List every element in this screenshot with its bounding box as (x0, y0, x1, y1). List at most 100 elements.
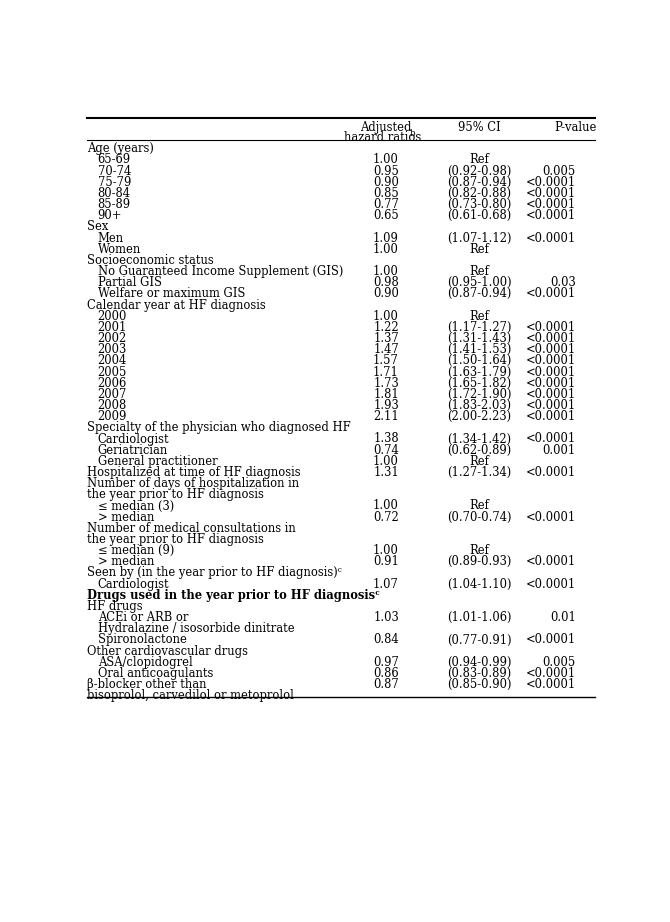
Text: 1.03: 1.03 (373, 611, 399, 624)
Text: ASA/clopidogrel: ASA/clopidogrel (98, 656, 192, 668)
Text: 0.85: 0.85 (373, 187, 399, 200)
Text: the year prior to HF diagnosis: the year prior to HF diagnosis (87, 533, 264, 546)
Text: 0.001: 0.001 (543, 443, 576, 456)
Text: Ref: Ref (469, 265, 489, 278)
Text: β-blocker other than: β-blocker other than (87, 678, 206, 692)
Text: 1.09: 1.09 (373, 231, 399, 244)
Text: (0.77-0.91): (0.77-0.91) (447, 633, 511, 646)
Text: (1.50-1.64): (1.50-1.64) (447, 354, 511, 367)
Text: 1.71: 1.71 (373, 365, 399, 379)
Text: 2007: 2007 (98, 388, 127, 401)
Text: Sex: Sex (87, 220, 109, 233)
Text: <0.0001: <0.0001 (526, 410, 576, 423)
Text: 75-79: 75-79 (98, 176, 131, 189)
Text: <0.0001: <0.0001 (526, 555, 576, 568)
Text: 1.00: 1.00 (373, 265, 399, 278)
Text: Seen by (in the year prior to HF diagnosis)ᶜ: Seen by (in the year prior to HF diagnos… (87, 566, 342, 580)
Text: <0.0001: <0.0001 (526, 321, 576, 334)
Text: <0.0001: <0.0001 (526, 332, 576, 345)
Text: 1.00: 1.00 (373, 242, 399, 255)
Text: Cardiologist: Cardiologist (98, 578, 170, 591)
Text: <0.0001: <0.0001 (526, 187, 576, 200)
Text: hazard ratios: hazard ratios (344, 131, 421, 144)
Text: Ref: Ref (469, 500, 489, 513)
Text: 1.00: 1.00 (373, 153, 399, 166)
Text: 1.00: 1.00 (373, 500, 399, 513)
Text: (1.01-1.06): (1.01-1.06) (447, 611, 511, 624)
Text: 2008: 2008 (98, 399, 127, 412)
Text: (0.70-0.74): (0.70-0.74) (447, 511, 511, 524)
Text: 0.87: 0.87 (373, 678, 399, 692)
Text: b: b (409, 129, 415, 138)
Text: <0.0001: <0.0001 (526, 343, 576, 356)
Text: 2004: 2004 (98, 354, 127, 367)
Text: (0.87-0.94): (0.87-0.94) (447, 288, 511, 301)
Text: (0.95-1.00): (0.95-1.00) (447, 277, 511, 290)
Text: <0.0001: <0.0001 (526, 466, 576, 479)
Text: 0.72: 0.72 (373, 511, 399, 524)
Text: 85-89: 85-89 (98, 198, 131, 211)
Text: 0.91: 0.91 (373, 555, 399, 568)
Text: Geriatrician: Geriatrician (98, 443, 168, 456)
Text: 70-74: 70-74 (98, 164, 131, 178)
Text: 0.84: 0.84 (373, 633, 399, 646)
Text: Spironolactone: Spironolactone (98, 633, 186, 646)
Text: (0.92-0.98): (0.92-0.98) (447, 164, 511, 178)
Text: Ref: Ref (469, 242, 489, 255)
Text: (0.62-0.89): (0.62-0.89) (447, 443, 511, 456)
Text: <0.0001: <0.0001 (526, 231, 576, 244)
Text: (1.31-1.43): (1.31-1.43) (447, 332, 511, 345)
Text: (1.65-1.82): (1.65-1.82) (447, 377, 511, 390)
Text: 1.37: 1.37 (373, 332, 399, 345)
Text: No Guaranteed Income Supplement (GIS): No Guaranteed Income Supplement (GIS) (98, 265, 343, 278)
Text: 0.74: 0.74 (373, 443, 399, 456)
Text: 0.005: 0.005 (543, 656, 576, 668)
Text: <0.0001: <0.0001 (526, 633, 576, 646)
Text: <0.0001: <0.0001 (526, 388, 576, 401)
Text: 0.65: 0.65 (373, 209, 399, 222)
Text: (0.85-0.90): (0.85-0.90) (447, 678, 511, 692)
Text: 2005: 2005 (98, 365, 127, 379)
Text: ACEi or ARB or: ACEi or ARB or (98, 611, 188, 624)
Text: <0.0001: <0.0001 (526, 578, 576, 591)
Text: <0.0001: <0.0001 (526, 354, 576, 367)
Text: <0.0001: <0.0001 (526, 365, 576, 379)
Text: 0.005: 0.005 (543, 164, 576, 178)
Text: P-value: P-value (555, 122, 597, 135)
Text: 1.57: 1.57 (373, 354, 399, 367)
Text: 1.93: 1.93 (373, 399, 399, 412)
Text: 0.98: 0.98 (373, 277, 399, 290)
Text: 2000: 2000 (98, 310, 127, 323)
Text: (0.83-0.89): (0.83-0.89) (447, 667, 511, 680)
Text: Welfare or maximum GIS: Welfare or maximum GIS (98, 288, 245, 301)
Text: <0.0001: <0.0001 (526, 667, 576, 680)
Text: <0.0001: <0.0001 (526, 209, 576, 222)
Text: 0.77: 0.77 (373, 198, 399, 211)
Text: (0.89-0.93): (0.89-0.93) (447, 555, 511, 568)
Text: bisoprolol, carvedilol or metoprolol: bisoprolol, carvedilol or metoprolol (87, 690, 293, 703)
Text: (0.73-0.80): (0.73-0.80) (447, 198, 511, 211)
Text: Adjusted: Adjusted (360, 122, 412, 135)
Text: 2006: 2006 (98, 377, 127, 390)
Text: (0.87-0.94): (0.87-0.94) (447, 176, 511, 189)
Text: (1.07-1.12): (1.07-1.12) (447, 231, 511, 244)
Text: General practitioner: General practitioner (98, 455, 217, 467)
Text: Men: Men (98, 231, 124, 244)
Text: (1.72-1.90): (1.72-1.90) (447, 388, 511, 401)
Text: <0.0001: <0.0001 (526, 288, 576, 301)
Text: <0.0001: <0.0001 (526, 432, 576, 445)
Text: (1.83-2.03): (1.83-2.03) (447, 399, 511, 412)
Text: Ref: Ref (469, 544, 489, 557)
Text: the year prior to HF diagnosis: the year prior to HF diagnosis (87, 489, 264, 502)
Text: Women: Women (98, 242, 141, 255)
Text: Partial GIS: Partial GIS (98, 277, 161, 290)
Text: 2002: 2002 (98, 332, 127, 345)
Text: 1.00: 1.00 (373, 455, 399, 467)
Text: > median: > median (98, 555, 154, 568)
Text: <0.0001: <0.0001 (526, 511, 576, 524)
Text: HF drugs: HF drugs (87, 600, 143, 613)
Text: (1.27-1.34): (1.27-1.34) (447, 466, 511, 479)
Text: Number of medical consultations in: Number of medical consultations in (87, 522, 295, 535)
Text: 2.11: 2.11 (373, 410, 399, 423)
Text: Socioeconomic status: Socioeconomic status (87, 254, 214, 266)
